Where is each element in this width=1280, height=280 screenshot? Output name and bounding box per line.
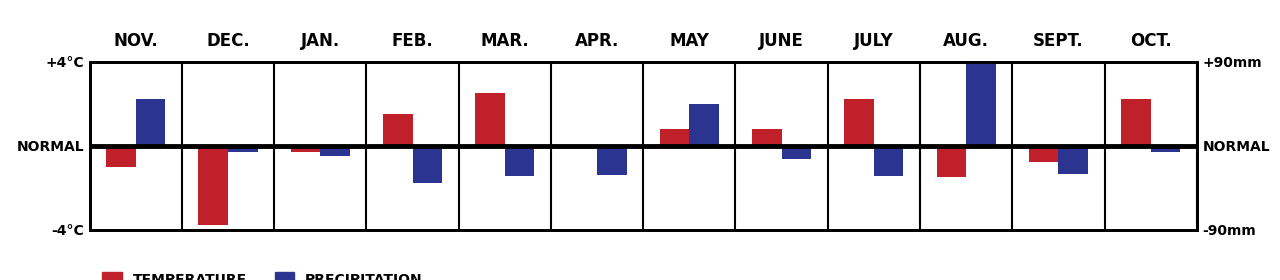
Legend: TEMPERATURE, PRECIPITATION: TEMPERATURE, PRECIPITATION [96, 267, 429, 280]
Bar [320, 146, 349, 156]
Text: AUG.: AUG. [943, 32, 989, 50]
Bar [937, 146, 966, 177]
Text: SEPT.: SEPT. [1033, 32, 1084, 50]
Bar [291, 146, 320, 152]
Bar [1029, 146, 1059, 162]
Text: JAN.: JAN. [301, 32, 340, 50]
Bar [690, 104, 719, 146]
Bar [845, 99, 874, 146]
Text: FEB.: FEB. [392, 32, 434, 50]
Bar [1151, 146, 1180, 152]
Bar [228, 146, 257, 152]
Text: APR.: APR. [575, 32, 620, 50]
Bar [475, 93, 504, 146]
Text: JULY: JULY [854, 32, 893, 50]
Bar [659, 129, 690, 146]
Text: MAR.: MAR. [480, 32, 529, 50]
Bar [383, 114, 412, 146]
Text: NOV.: NOV. [114, 32, 159, 50]
Bar [136, 99, 165, 146]
Bar [874, 146, 904, 176]
Bar [1121, 99, 1151, 146]
Bar [504, 146, 534, 176]
Bar [966, 62, 996, 146]
Bar [753, 129, 782, 146]
Bar [198, 146, 228, 225]
Text: DEC.: DEC. [206, 32, 250, 50]
Bar [412, 146, 442, 183]
Text: JUNE: JUNE [759, 32, 804, 50]
Bar [106, 146, 136, 167]
Text: MAY: MAY [669, 32, 709, 50]
Bar [782, 146, 812, 159]
Bar [1059, 146, 1088, 174]
Bar [596, 146, 627, 176]
Text: OCT.: OCT. [1130, 32, 1171, 50]
